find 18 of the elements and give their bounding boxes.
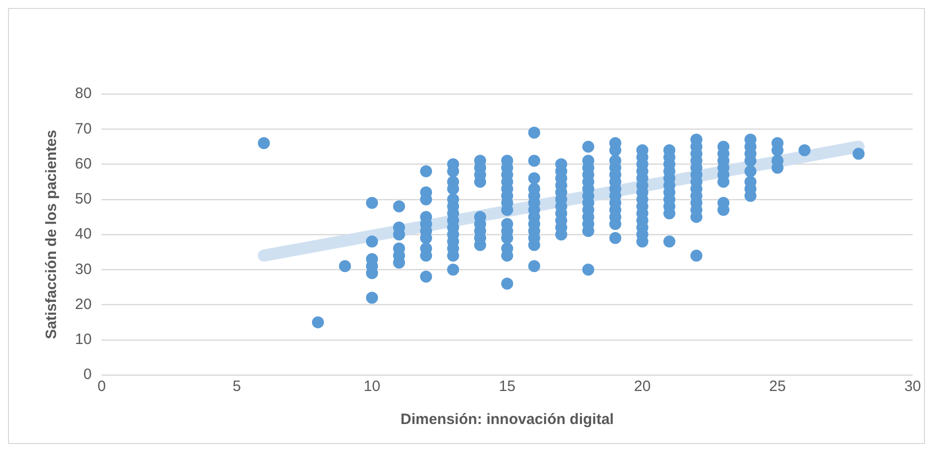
y-tick-label: 80 (74, 85, 92, 102)
y-tick-label: 30 (74, 260, 92, 278)
y-tick-label: 10 (74, 331, 92, 348)
y-tick-label: 40 (74, 226, 92, 243)
x-tick-label: 0 (98, 378, 106, 396)
x-tick-label: 30 (904, 378, 921, 396)
y-tick-label: 50 (74, 190, 92, 208)
x-tick-label: 15 (498, 378, 516, 396)
x-tick-label: 5 (232, 378, 242, 396)
y-axis-title: Satisfacción de los pacientes (43, 130, 60, 340)
y-tick-label: 20 (74, 296, 92, 313)
y-tick-label: 60 (74, 155, 92, 172)
x-tick-label: 25 (769, 378, 786, 396)
y-tick-label: 70 (74, 120, 92, 138)
x-tick-label: 20 (634, 378, 651, 396)
x-axis-title: Dimensión: innovación digital (400, 411, 614, 428)
x-tick-label: 10 (364, 378, 380, 396)
y-tick-label: 0 (83, 366, 92, 384)
